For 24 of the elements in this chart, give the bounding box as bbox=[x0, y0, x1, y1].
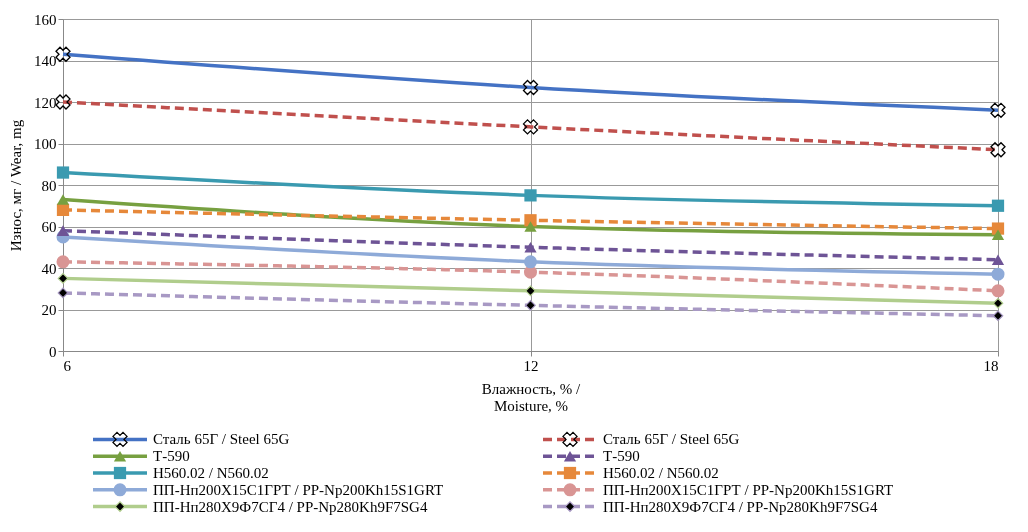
y-tick-label: 40 bbox=[41, 260, 57, 277]
y-tick-label: 20 bbox=[41, 302, 57, 318]
y-axis-title: Износ, мг / Wear, mg bbox=[8, 119, 24, 252]
y-tick-label: 60 bbox=[41, 219, 57, 235]
x-tick-label: 18 bbox=[983, 357, 999, 374]
y-tick-label: 80 bbox=[41, 177, 57, 194]
x-axis-title: Влажность, % / Moisture, % bbox=[481, 380, 582, 414]
legend-label: Сталь 65Г / Steel 65G bbox=[603, 431, 740, 448]
y-tick-label: 160 bbox=[34, 11, 57, 28]
x-tick-label: 12 bbox=[523, 357, 539, 374]
legend-label: Н560.02 / N560.02 bbox=[153, 465, 269, 481]
y-tick-label: 100 bbox=[34, 136, 57, 152]
legend-label: ПП-Нп200Х15С1ГРТ / PP-Np200Kh15S1GRT bbox=[153, 481, 444, 498]
x-tick-label: 6 bbox=[63, 357, 72, 374]
y-tick-label: 140 bbox=[34, 53, 57, 69]
legend-label: ПП-Нп200Х15С1ГРТ / PP-Np200Kh15S1GRT bbox=[603, 481, 894, 498]
legend-label: Т-590 bbox=[603, 448, 640, 465]
legend-label: Н560.02 / N560.02 bbox=[603, 465, 719, 481]
y-tick-label: 120 bbox=[34, 94, 57, 111]
legend-label: ПП-Нп280Х9Ф7СГ4 / PP-Np280Kh9F7SG4 bbox=[153, 498, 428, 515]
y-tick-label: 0 bbox=[49, 343, 57, 360]
legend-label: Т-590 bbox=[153, 448, 190, 465]
legend-label: Сталь 65Г / Steel 65G bbox=[153, 431, 290, 448]
legend-label: ПП-Нп280Х9Ф7СГ4 / PP-Np280Kh9F7SG4 bbox=[603, 498, 878, 515]
